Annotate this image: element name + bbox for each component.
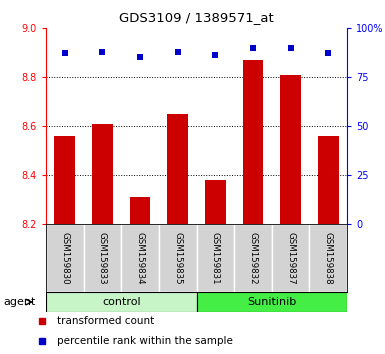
Point <box>175 49 181 55</box>
Bar <box>159 224 196 292</box>
Text: GSM159835: GSM159835 <box>173 232 182 285</box>
Bar <box>243 60 263 224</box>
Point <box>212 53 218 58</box>
Bar <box>92 124 113 224</box>
Bar <box>196 292 347 312</box>
Bar <box>310 224 347 292</box>
Point <box>288 45 294 50</box>
Text: agent: agent <box>4 297 36 307</box>
Point <box>325 51 331 56</box>
Bar <box>167 114 188 224</box>
Text: GSM159834: GSM159834 <box>136 232 144 285</box>
Text: Sunitinib: Sunitinib <box>247 297 296 307</box>
Bar <box>46 292 196 312</box>
Bar <box>318 136 338 224</box>
Bar <box>272 224 310 292</box>
Text: GSM159831: GSM159831 <box>211 232 220 285</box>
Point <box>99 49 105 55</box>
Bar <box>84 224 121 292</box>
Text: GSM159838: GSM159838 <box>324 232 333 285</box>
Bar <box>205 180 226 224</box>
Text: percentile rank within the sample: percentile rank within the sample <box>57 336 233 346</box>
Text: GSM159830: GSM159830 <box>60 232 69 285</box>
Bar <box>196 224 234 292</box>
Text: control: control <box>102 297 141 307</box>
Bar <box>234 224 272 292</box>
Text: GSM159833: GSM159833 <box>98 232 107 285</box>
Bar <box>54 136 75 224</box>
Bar <box>280 75 301 224</box>
Point <box>62 51 68 56</box>
Point <box>250 45 256 50</box>
Text: GSM159832: GSM159832 <box>248 232 258 285</box>
Bar <box>121 224 159 292</box>
Text: GSM159837: GSM159837 <box>286 232 295 285</box>
Point <box>137 55 143 60</box>
Bar <box>130 197 151 224</box>
Title: GDS3109 / 1389571_at: GDS3109 / 1389571_at <box>119 11 274 24</box>
Bar <box>46 224 84 292</box>
Text: transformed count: transformed count <box>57 316 155 326</box>
